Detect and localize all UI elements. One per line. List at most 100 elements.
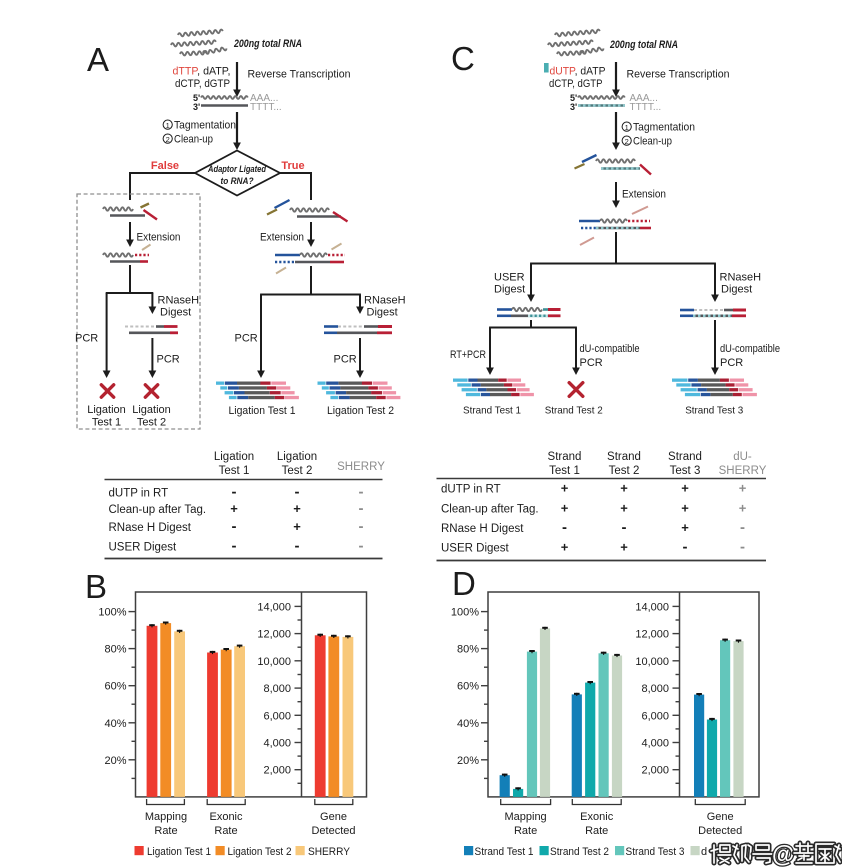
svg-text:Strand Test 2: Strand Test 2 [550,846,609,858]
svg-text:RNaseH: RNaseH [364,295,406,307]
svg-text:Tagmentation: Tagmentation [174,120,236,132]
svg-text:PCR: PCR [334,354,357,366]
svg-text:Strand Test 3: Strand Test 3 [626,846,685,858]
svg-text:@: @ [772,841,794,867]
svg-text:Adaptor Ligated: Adaptor Ligated [207,164,266,175]
svg-text:-: - [232,538,237,555]
svg-text:+: + [620,481,628,496]
svg-text:B: B [85,568,107,605]
svg-text:PCR: PCR [75,333,98,345]
svg-text:2: 2 [166,135,170,144]
svg-text:RT+PCR: RT+PCR [450,349,486,361]
svg-text:+: + [681,520,689,535]
svg-text:Strand Test 1: Strand Test 1 [475,846,534,858]
svg-text:Extension: Extension [137,232,181,244]
svg-text:-: - [562,519,567,536]
svg-text:10,000: 10,000 [257,656,291,668]
svg-text:dU-: dU- [733,451,752,463]
svg-text:Reverse Transcription: Reverse Transcription [627,69,730,81]
svg-text:+: + [739,481,747,496]
svg-text:-: - [295,538,300,555]
svg-text:Test 1: Test 1 [549,465,580,477]
svg-text:+: + [681,501,689,516]
svg-text:8,000: 8,000 [263,683,291,695]
svg-text:D: D [452,565,476,602]
svg-text:-: - [359,518,364,535]
svg-text:Ligation: Ligation [132,404,171,416]
svg-text:4,000: 4,000 [263,738,291,750]
svg-text:40%: 40% [104,718,126,730]
svg-text:Strand: Strand [668,451,702,463]
svg-text:100%: 100% [451,607,479,619]
svg-text:-: - [683,539,688,556]
svg-text:+: + [293,501,301,516]
svg-text:60%: 60% [457,681,479,693]
svg-text:+: + [681,481,689,496]
svg-text:Ligation Test 2: Ligation Test 2 [228,846,292,858]
svg-text:Digest: Digest [494,284,525,296]
svg-text:PCR: PCR [235,333,258,345]
svg-text:USER Digest: USER Digest [441,543,510,555]
svg-text:+: + [561,501,569,516]
svg-text:80%: 80% [104,644,126,656]
svg-text:10,000: 10,000 [635,656,669,668]
svg-text:Gene: Gene [707,811,734,823]
svg-text:AAA...: AAA... [630,93,658,104]
svg-text:AAA...: AAA... [250,93,278,104]
svg-text:RNase H Digest: RNase H Digest [109,522,192,534]
svg-text:Extension: Extension [260,232,304,244]
svg-text:12,000: 12,000 [257,629,291,641]
svg-text:-: - [622,519,627,536]
svg-text:100%: 100% [98,607,126,619]
svg-text:Digest: Digest [160,307,191,319]
svg-text:8,000: 8,000 [641,683,669,695]
svg-text:Ligation: Ligation [277,451,317,463]
svg-text:2: 2 [625,137,629,146]
svg-text:4,000: 4,000 [641,738,669,750]
svg-text:5': 5' [193,93,200,103]
svg-text:TTTT...: TTTT... [250,102,282,113]
svg-text:-: - [740,519,745,536]
svg-text:PCR: PCR [157,354,180,366]
svg-text:Ligation: Ligation [214,451,254,463]
svg-text:Rate: Rate [154,825,177,837]
svg-text:d: d [701,846,707,858]
svg-text:+: + [293,519,301,534]
svg-text:Detected: Detected [311,825,355,837]
svg-text:True: True [281,160,304,172]
svg-text:Test 2: Test 2 [282,465,313,477]
svg-text:Detected: Detected [698,825,742,837]
svg-text:-: - [232,484,237,501]
svg-text:6,000: 6,000 [263,710,291,722]
svg-text:+: + [739,501,747,516]
svg-text:RNaseH: RNaseH [158,295,200,307]
svg-text:Tagmentation: Tagmentation [633,122,695,134]
svg-text:dCTP, dGTP: dCTP, dGTP [549,78,603,90]
svg-text:Reverse Transcription: Reverse Transcription [248,69,351,81]
svg-text:dUTP in RT: dUTP in RT [441,484,501,496]
svg-text:+: + [561,540,569,555]
svg-text:Strand Test 2: Strand Test 2 [545,405,603,417]
svg-text:Strand Test 3: Strand Test 3 [685,405,743,417]
svg-text:Extension: Extension [622,189,666,201]
svg-text:-: - [359,484,364,501]
svg-text:C: C [451,40,475,77]
svg-text:200ng total RNA: 200ng total RNA [609,39,678,51]
svg-text:Exonic: Exonic [209,811,243,823]
svg-text:Ligation Test 1: Ligation Test 1 [229,405,296,417]
svg-text:Strand Test 1: Strand Test 1 [463,405,521,417]
svg-text:40%: 40% [457,718,479,730]
svg-text:USER: USER [494,272,525,284]
svg-text:Digest: Digest [721,284,752,296]
svg-text:Strand: Strand [607,451,641,463]
svg-text:3': 3' [193,102,200,112]
svg-text:Test 2: Test 2 [137,417,166,429]
svg-text:2,000: 2,000 [641,765,669,777]
svg-text:3': 3' [570,102,577,112]
svg-text:Rate: Rate [214,825,237,837]
svg-text:dUTP in RT: dUTP in RT [109,488,169,500]
svg-text:+: + [620,501,628,516]
svg-text:5': 5' [570,93,577,103]
svg-text:Ligation Test 2: Ligation Test 2 [327,405,394,417]
svg-text:TTTT...: TTTT... [630,102,662,113]
